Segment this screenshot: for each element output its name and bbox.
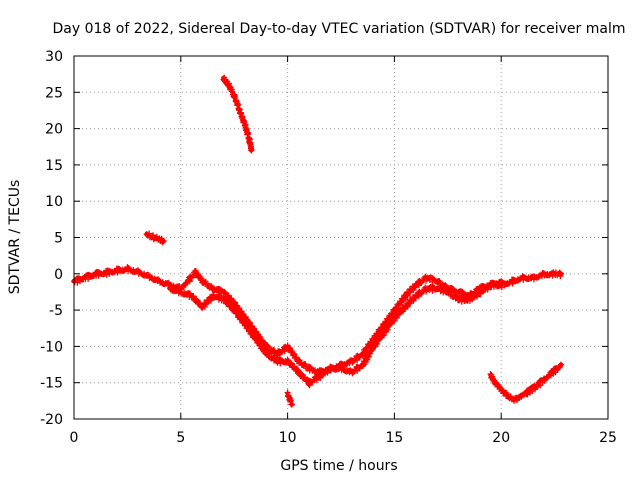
x-tick-labels: 0 5 10 15 20 25	[70, 430, 617, 446]
grid-lines	[74, 56, 608, 419]
y-tick-label: -15	[40, 376, 63, 392]
chart-title: Day 018 of 2022, Sidereal Day-to-day VTE…	[53, 21, 626, 37]
series-short-segment	[143, 230, 167, 246]
data-points	[71, 74, 564, 408]
marker-band	[220, 74, 255, 154]
y-tick-label: -20	[40, 412, 63, 428]
tick-marks	[73, 55, 609, 420]
marker-band	[284, 389, 295, 408]
marker-band	[167, 278, 505, 389]
series-arc-upper	[220, 74, 255, 154]
y-tick-label: 25	[45, 85, 63, 101]
series-arc-lower-right	[487, 361, 564, 404]
y-tick-label: 0	[54, 267, 63, 283]
series-band-lower-branch	[167, 278, 505, 389]
x-tick-label: 5	[176, 430, 185, 446]
y-axis-label: SDTVAR / TECUs	[7, 180, 23, 295]
y-tick-label: -5	[49, 303, 63, 319]
y-tick-label: 10	[45, 194, 63, 210]
y-tick-label: 30	[45, 49, 63, 65]
x-tick-label: 10	[279, 430, 297, 446]
x-tick-label: 0	[70, 430, 79, 446]
x-tick-label: 15	[385, 430, 403, 446]
x-tick-label: 20	[492, 430, 510, 446]
x-axis-label: GPS time / hours	[280, 458, 397, 474]
marker-band	[487, 361, 564, 404]
marker-band	[143, 230, 167, 246]
y-tick-label: 20	[45, 122, 63, 138]
y-tick-label: -10	[40, 339, 63, 355]
y-tick-label: 15	[45, 158, 63, 174]
y-tick-labels: -20 -15 -10 -5 0 5 10 15 20 25 30	[40, 49, 63, 428]
y-tick-label: 5	[54, 231, 63, 247]
x-tick-label: 25	[599, 430, 617, 446]
series-dip-segment	[284, 389, 295, 408]
